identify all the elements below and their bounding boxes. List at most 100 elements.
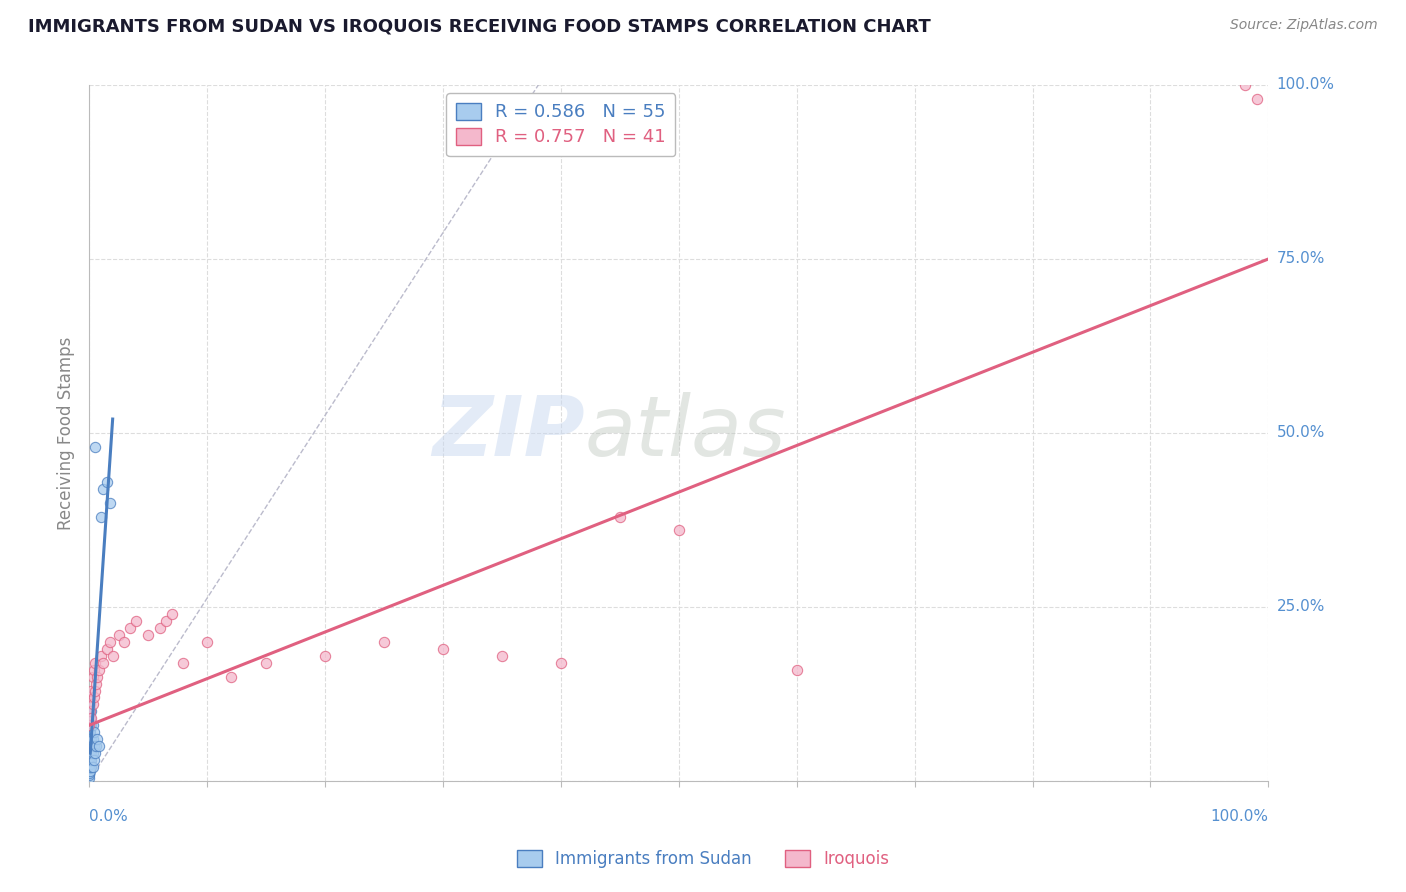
Point — [77, 749, 100, 764]
Point — [90, 648, 112, 663]
Text: atlas: atlas — [585, 392, 786, 474]
Point — [79, 718, 101, 732]
Point — [83, 753, 105, 767]
Point — [80, 705, 103, 719]
Point — [314, 648, 336, 663]
Text: 0.0%: 0.0% — [89, 809, 128, 824]
Point — [84, 676, 107, 690]
Point — [80, 739, 103, 754]
Point — [79, 711, 101, 725]
Text: 25.0%: 25.0% — [1277, 599, 1324, 615]
Point — [77, 767, 100, 781]
Point — [79, 742, 101, 756]
Point — [80, 760, 103, 774]
Point — [77, 736, 100, 750]
Point — [79, 749, 101, 764]
Point — [77, 739, 100, 754]
Text: IMMIGRANTS FROM SUDAN VS IROQUOIS RECEIVING FOOD STAMPS CORRELATION CHART: IMMIGRANTS FROM SUDAN VS IROQUOIS RECEIV… — [28, 18, 931, 36]
Point — [160, 607, 183, 621]
Point — [77, 746, 100, 760]
Point — [79, 739, 101, 754]
Point — [82, 760, 104, 774]
Point — [91, 656, 114, 670]
Point — [80, 683, 103, 698]
Point — [79, 698, 101, 712]
Point — [84, 656, 107, 670]
Point — [84, 739, 107, 754]
Point — [195, 634, 218, 648]
Point — [77, 732, 100, 747]
Point — [373, 634, 395, 648]
Point — [82, 718, 104, 732]
Text: 75.0%: 75.0% — [1277, 252, 1324, 267]
Text: 100.0%: 100.0% — [1211, 809, 1268, 824]
Point — [84, 683, 107, 698]
Legend: Immigrants from Sudan, Iroquois: Immigrants from Sudan, Iroquois — [510, 843, 896, 875]
Point — [77, 753, 100, 767]
Point — [77, 771, 100, 785]
Point — [79, 764, 101, 778]
Point — [107, 628, 129, 642]
Point — [84, 746, 107, 760]
Text: 100.0%: 100.0% — [1277, 78, 1334, 93]
Point — [77, 765, 100, 780]
Point — [550, 656, 572, 670]
Point — [172, 656, 194, 670]
Point — [79, 705, 101, 719]
Point — [87, 663, 110, 677]
Point — [79, 725, 101, 739]
Point — [80, 732, 103, 747]
Point — [80, 746, 103, 760]
Point — [125, 614, 148, 628]
Point — [79, 690, 101, 705]
Point — [87, 739, 110, 754]
Point — [83, 663, 105, 677]
Point — [90, 509, 112, 524]
Point — [491, 648, 513, 663]
Point — [86, 670, 108, 684]
Point — [80, 718, 103, 732]
Point — [77, 729, 100, 743]
Text: 50.0%: 50.0% — [1277, 425, 1324, 441]
Point — [77, 756, 100, 771]
Point — [1233, 78, 1256, 92]
Point — [786, 663, 808, 677]
Point — [79, 753, 101, 767]
Point — [96, 641, 118, 656]
Point — [82, 670, 104, 684]
Point — [79, 746, 101, 760]
Point — [98, 495, 121, 509]
Point — [79, 760, 101, 774]
Point — [77, 725, 100, 739]
Point — [432, 641, 454, 656]
Point — [77, 718, 100, 732]
Point — [77, 762, 100, 776]
Point — [80, 711, 103, 725]
Text: Source: ZipAtlas.com: Source: ZipAtlas.com — [1230, 18, 1378, 32]
Point — [1246, 92, 1268, 106]
Point — [219, 670, 242, 684]
Point — [79, 732, 101, 747]
Point — [96, 475, 118, 489]
Point — [120, 621, 142, 635]
Point — [84, 440, 107, 454]
Point — [101, 648, 124, 663]
Point — [77, 742, 100, 756]
Point — [155, 614, 177, 628]
Point — [77, 760, 100, 774]
Point — [77, 768, 100, 782]
Point — [149, 621, 172, 635]
Point — [82, 698, 104, 712]
Point — [254, 656, 277, 670]
Point — [80, 753, 103, 767]
Point — [91, 482, 114, 496]
Text: ZIP: ZIP — [432, 392, 585, 474]
Point — [83, 739, 105, 754]
Legend: R = 0.586   N = 55, R = 0.757   N = 41: R = 0.586 N = 55, R = 0.757 N = 41 — [446, 94, 675, 156]
Point — [82, 746, 104, 760]
Point — [77, 758, 100, 772]
Point — [609, 509, 631, 524]
Point — [79, 705, 101, 719]
Point — [136, 628, 159, 642]
Point — [77, 764, 100, 778]
